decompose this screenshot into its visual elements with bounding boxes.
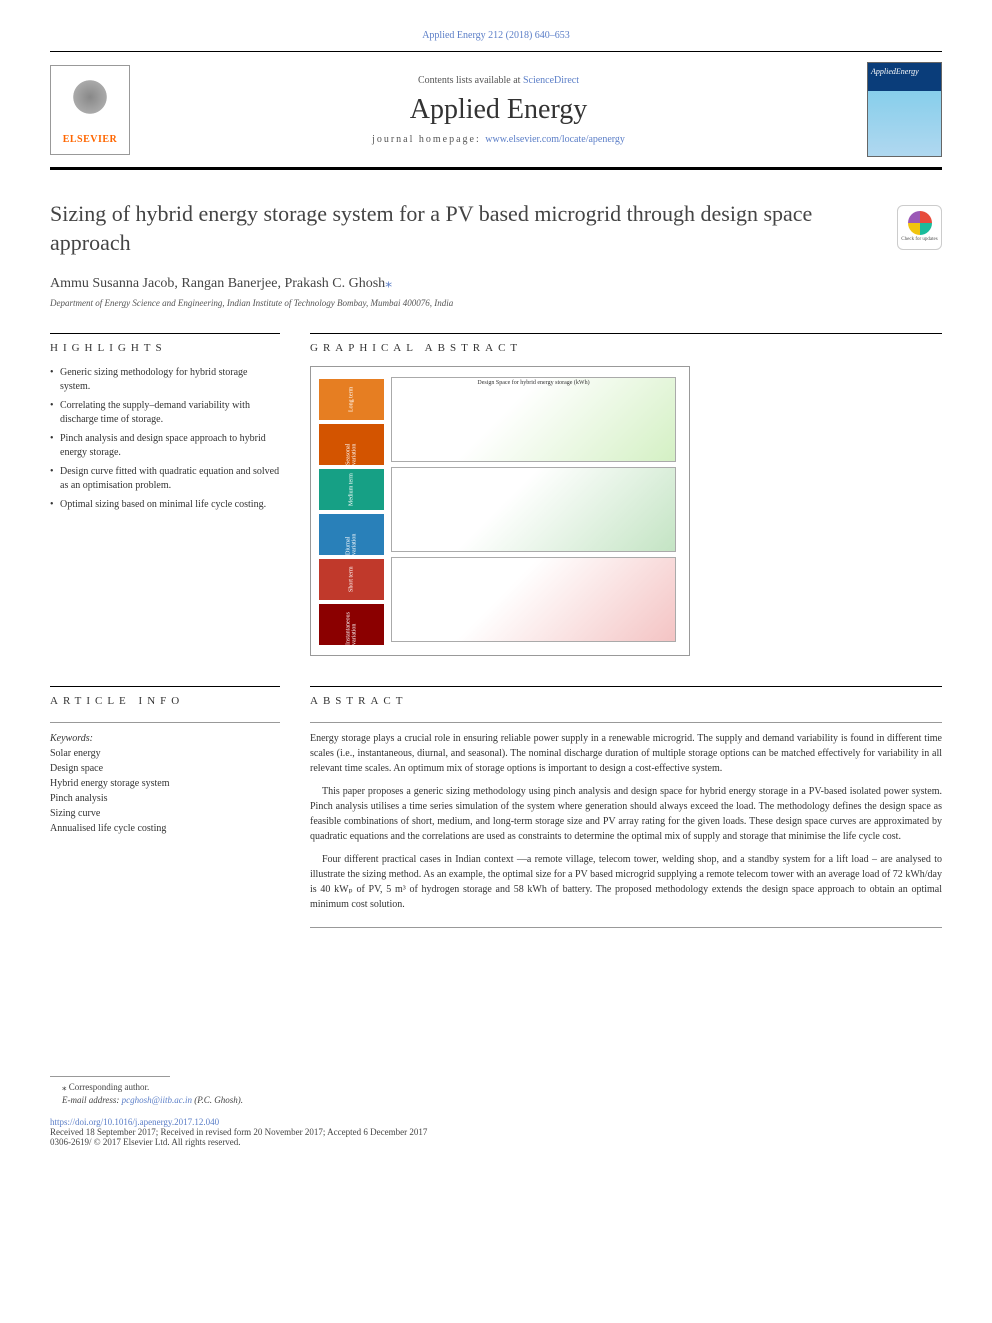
elsevier-label: ELSEVIER <box>63 134 118 145</box>
masthead: ELSEVIER Contents lists available at Sci… <box>50 51 942 170</box>
highlights-graphical-row: HIGHLIGHTS Generic sizing methodology fo… <box>50 333 942 666</box>
email-link[interactable]: pcghosh@iitb.ac.in <box>122 1095 192 1105</box>
doi-link[interactable]: https://doi.org/10.1016/j.apenergy.2017.… <box>50 1117 219 1127</box>
ga-panel-3 <box>391 557 676 642</box>
abstract-text: Energy storage plays a crucial role in e… <box>310 731 942 912</box>
corresponding-marker: ⁎ <box>385 276 392 291</box>
footer-section: ⁎ Corresponding author. E-mail address: … <box>50 1076 942 1147</box>
email-note: E-mail address: pcghosh@iitb.ac.in (P.C.… <box>50 1095 942 1105</box>
elsevier-logo: ELSEVIER <box>50 65 130 155</box>
homepage-line: journal homepage: www.elsevier.com/locat… <box>130 134 867 145</box>
highlights-list: Generic sizing methodology for hybrid st… <box>50 366 280 512</box>
check-updates-badge[interactable]: Check for updates <box>897 205 942 250</box>
header-citation: Applied Energy 212 (2018) 640–653 <box>50 30 942 41</box>
homepage-prefix: journal homepage: <box>372 134 485 145</box>
divider <box>310 722 942 723</box>
contents-prefix: Contents lists available at <box>418 75 523 86</box>
divider <box>50 722 280 723</box>
graphical-abstract-column: GRAPHICAL ABSTRACT Long term Seasonal va… <box>310 333 942 666</box>
graphical-abstract-figure: Long term Seasonal variation Medium term… <box>310 366 690 656</box>
journal-cover: AppliedEnergy <box>867 62 942 157</box>
highlight-item: Correlating the supply–demand variabilit… <box>50 399 280 427</box>
journal-name: Applied Energy <box>130 94 867 126</box>
article-title: Sizing of hybrid energy storage system f… <box>50 200 942 257</box>
ga-panel-2 <box>391 467 676 552</box>
footnote-rule <box>50 1076 170 1077</box>
info-abstract-row: ARTICLE INFO Keywords: Solar energy Desi… <box>50 686 942 936</box>
abstract-heading: ABSTRACT <box>310 686 942 707</box>
keyword-item: Design space <box>50 761 280 776</box>
sciencedirect-link[interactable]: ScienceDirect <box>523 75 579 86</box>
homepage-link[interactable]: www.elsevier.com/locate/apenergy <box>485 134 625 145</box>
ga-arrow-diurnal: Diurnal variation <box>319 514 384 555</box>
ga-arrow-instant: Instantaneous variation <box>319 604 384 645</box>
keyword-item: Annualised life cycle costing <box>50 821 280 836</box>
article-info-heading: ARTICLE INFO <box>50 686 280 707</box>
highlight-item: Pinch analysis and design space approach… <box>50 432 280 460</box>
keyword-item: Pinch analysis <box>50 791 280 806</box>
check-updates-icon <box>908 211 932 235</box>
ga-arrow-longterm: Long term <box>319 379 384 420</box>
abstract-paragraph: Energy storage plays a crucial role in e… <box>310 731 942 776</box>
ga-arrow-short: Short term <box>319 559 384 600</box>
authors: Ammu Susanna Jacob, Rangan Banerjee, Pra… <box>50 275 942 292</box>
doi-block: https://doi.org/10.1016/j.apenergy.2017.… <box>50 1117 942 1147</box>
graphical-abstract-heading: GRAPHICAL ABSTRACT <box>310 333 942 354</box>
ga-panel-1: Design Space for hybrid energy storage (… <box>391 377 676 462</box>
title-text: Sizing of hybrid energy storage system f… <box>50 201 812 255</box>
email-label: E-mail address: <box>62 1095 119 1105</box>
keyword-item: Hybrid energy storage system <box>50 776 280 791</box>
highlights-column: HIGHLIGHTS Generic sizing methodology fo… <box>50 333 280 666</box>
ga-arrow-seasonal: Seasonal variation <box>319 424 384 465</box>
abstract-paragraph: This paper proposes a generic sizing met… <box>310 784 942 844</box>
received-dates: Received 18 September 2017; Received in … <box>50 1127 942 1137</box>
ga-arrow-medium: Medium term <box>319 469 384 510</box>
highlights-heading: HIGHLIGHTS <box>50 333 280 354</box>
ga-timescale-arrows: Long term Seasonal variation Medium term… <box>319 377 384 647</box>
elsevier-tree-icon <box>65 75 115 130</box>
highlight-item: Generic sizing methodology for hybrid st… <box>50 366 280 394</box>
abstract-column: ABSTRACT Energy storage plays a crucial … <box>310 686 942 936</box>
highlight-item: Design curve fitted with quadratic equat… <box>50 465 280 493</box>
keyword-item: Solar energy <box>50 746 280 761</box>
cover-title: AppliedEnergy <box>871 67 919 76</box>
contents-line: Contents lists available at ScienceDirec… <box>130 75 867 86</box>
affiliation: Department of Energy Science and Enginee… <box>50 298 942 308</box>
corresponding-author-note: ⁎ Corresponding author. <box>50 1082 942 1093</box>
issn-copyright: 0306-2619/ © 2017 Elsevier Ltd. All righ… <box>50 1137 942 1147</box>
divider <box>310 927 942 928</box>
abstract-paragraph: Four different practical cases in Indian… <box>310 852 942 912</box>
keyword-item: Sizing curve <box>50 806 280 821</box>
author-names: Ammu Susanna Jacob, Rangan Banerjee, Pra… <box>50 276 385 291</box>
check-updates-label: Check for updates <box>901 237 937 244</box>
ga-panel-heading: Design Space for hybrid energy storage (… <box>477 380 589 386</box>
keywords-block: Keywords: Solar energy Design space Hybr… <box>50 731 280 836</box>
masthead-center: Contents lists available at ScienceDirec… <box>130 75 867 145</box>
keywords-label: Keywords: <box>50 731 280 746</box>
email-suffix: (P.C. Ghosh). <box>194 1095 243 1105</box>
article-info-column: ARTICLE INFO Keywords: Solar energy Desi… <box>50 686 280 936</box>
highlight-item: Optimal sizing based on minimal life cyc… <box>50 498 280 512</box>
